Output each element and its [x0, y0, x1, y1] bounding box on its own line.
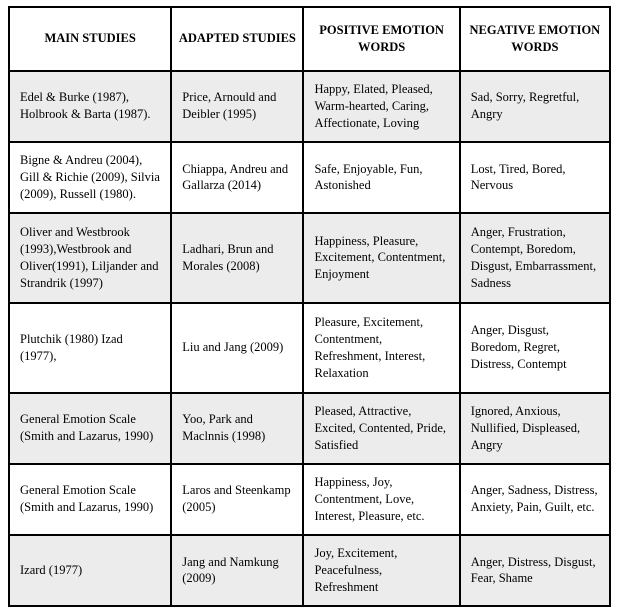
cell-negative: Anger, Disgust, Boredom, Regret, Distres… [460, 303, 610, 393]
cell-positive: Happy, Elated, Pleased, Warm-hearted, Ca… [303, 71, 459, 142]
cell-positive: Pleasure, Excitement, Contentment, Refre… [303, 303, 459, 393]
cell-adapted: Jang and Namkung (2009) [171, 535, 303, 606]
page-wrapper: MAIN STUDIES ADAPTED STUDIES POSITIVE EM… [0, 0, 619, 613]
table-body: Edel & Burke (1987), Holbrook & Barta (1… [9, 71, 610, 606]
cell-adapted: Yoo, Park and Maclnnis (1998) [171, 393, 303, 464]
cell-main: General Emotion Scale (Smith and Lazarus… [9, 393, 171, 464]
cell-positive: Pleased, Attractive, Excited, Contented,… [303, 393, 459, 464]
col-header-negative: NEGATIVE EMOTION WORDS [460, 7, 610, 71]
col-header-main: MAIN STUDIES [9, 7, 171, 71]
cell-positive: Happiness, Joy, Contentment, Love, Inter… [303, 464, 459, 535]
cell-adapted: Laros and Steenkamp (2005) [171, 464, 303, 535]
table-row: Bigne & Andreu (2004), Gill & Richie (20… [9, 142, 610, 213]
table-row: Oliver and Westbrook (1993),Westbrook an… [9, 213, 610, 303]
cell-adapted: Chiappa, Andreu and Gallarza (2014) [171, 142, 303, 213]
table-row: Edel & Burke (1987), Holbrook & Barta (1… [9, 71, 610, 142]
cell-main: Edel & Burke (1987), Holbrook & Barta (1… [9, 71, 171, 142]
cell-negative: Anger, Frustration, Contempt, Boredom, D… [460, 213, 610, 303]
table-row: Izard (1977) Jang and Namkung (2009) Joy… [9, 535, 610, 606]
cell-main: Plutchik (1980) Izad (1977), [9, 303, 171, 393]
table-row: General Emotion Scale (Smith and Lazarus… [9, 464, 610, 535]
cell-negative: Lost, Tired, Bored, Nervous [460, 142, 610, 213]
cell-main: Izard (1977) [9, 535, 171, 606]
cell-main: Oliver and Westbrook (1993),Westbrook an… [9, 213, 171, 303]
cell-negative: Sad, Sorry, Regretful, Angry [460, 71, 610, 142]
cell-negative: Anger, Sadness, Distress, Anxiety, Pain,… [460, 464, 610, 535]
cell-positive: Joy, Excitement, Peacefulness, Refreshme… [303, 535, 459, 606]
cell-positive: Safe, Enjoyable, Fun, Astonished [303, 142, 459, 213]
table-row: Plutchik (1980) Izad (1977), Liu and Jan… [9, 303, 610, 393]
cell-adapted: Liu and Jang (2009) [171, 303, 303, 393]
cell-main: General Emotion Scale (Smith and Lazarus… [9, 464, 171, 535]
table-row: General Emotion Scale (Smith and Lazarus… [9, 393, 610, 464]
cell-adapted: Price, Arnould and Deibler (1995) [171, 71, 303, 142]
cell-negative: Ignored, Anxious, Nullified, Displeased,… [460, 393, 610, 464]
cell-negative: Anger, Distress, Disgust, Fear, Shame [460, 535, 610, 606]
cell-positive: Happiness, Pleasure, Excitement, Content… [303, 213, 459, 303]
cell-main: Bigne & Andreu (2004), Gill & Richie (20… [9, 142, 171, 213]
table-header: MAIN STUDIES ADAPTED STUDIES POSITIVE EM… [9, 7, 610, 71]
cell-adapted: Ladhari, Brun and Morales (2008) [171, 213, 303, 303]
table-header-row: MAIN STUDIES ADAPTED STUDIES POSITIVE EM… [9, 7, 610, 71]
col-header-positive: POSITIVE EMOTION WORDS [303, 7, 459, 71]
emotion-studies-table: MAIN STUDIES ADAPTED STUDIES POSITIVE EM… [8, 6, 611, 607]
col-header-adapted: ADAPTED STUDIES [171, 7, 303, 71]
